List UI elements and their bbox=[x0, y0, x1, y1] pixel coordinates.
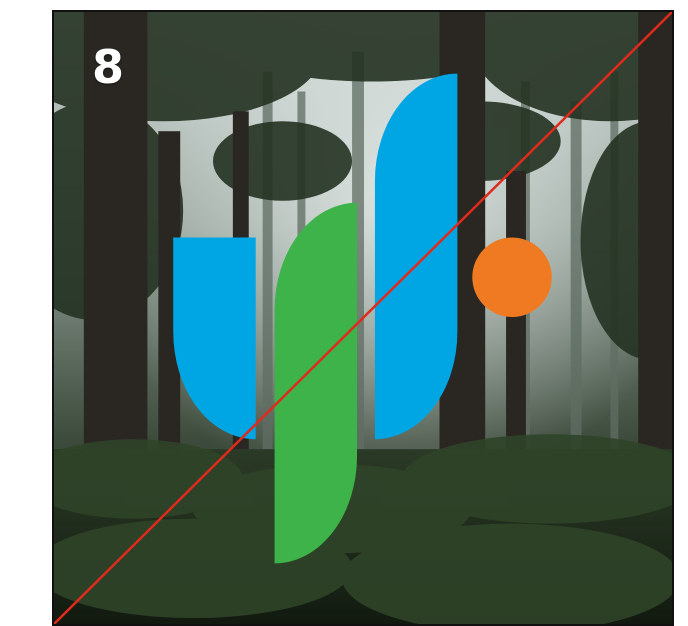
artwork-card: 8 bbox=[52, 10, 674, 626]
forest-scene-image bbox=[54, 12, 672, 624]
blue-left-shape bbox=[173, 237, 256, 440]
number-label: 8 bbox=[92, 40, 125, 94]
abstract-logo-mark bbox=[173, 73, 552, 564]
orange-dot bbox=[472, 237, 552, 318]
green-shape bbox=[274, 202, 358, 564]
diagonal-line bbox=[54, 12, 672, 624]
blue-right-shape bbox=[374, 73, 458, 440]
